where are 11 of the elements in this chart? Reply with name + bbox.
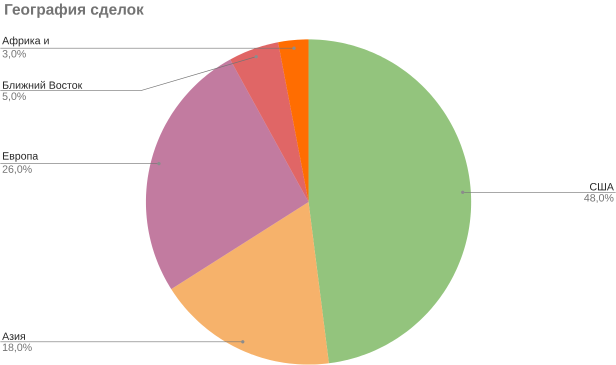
slice-label: Азия [2,332,25,340]
data-label: 26,0% [2,166,32,174]
chart-title: География сделок [5,4,144,18]
data-label: 3,0% [2,50,26,59]
data-label: 5,0% [2,92,26,102]
slice-label: Африка и [2,36,49,47]
data-label: 18,0% [2,344,32,353]
data-label: 48,0% [584,194,614,204]
slice-label: Европа [2,152,38,162]
slice-label: США [590,183,614,191]
slice-label: Ближний Восток [2,81,82,90]
